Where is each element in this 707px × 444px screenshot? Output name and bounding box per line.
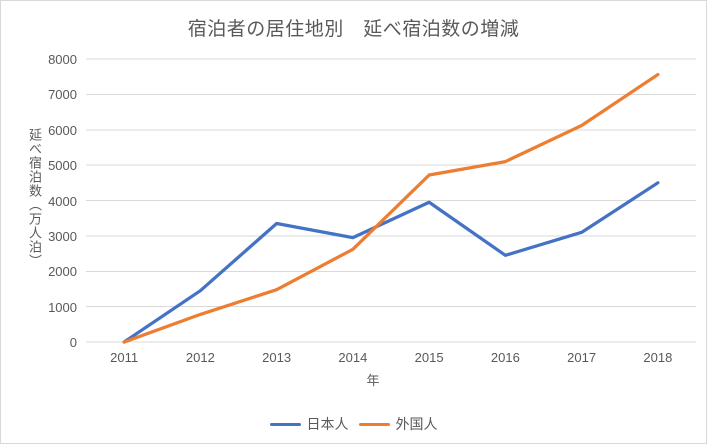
x-axis-title: 年 <box>366 373 380 388</box>
legend-label-japanese: 日本人 <box>306 416 349 432</box>
x-tick-label: 2013 <box>262 350 292 365</box>
legend-label-foreigner: 外国人 <box>395 416 438 432</box>
legend-line-swatch-japanese <box>269 422 301 426</box>
y-tick-label: 6000 <box>48 122 77 138</box>
y-axis-title: 延べ宿泊数（万人泊） <box>27 128 42 268</box>
x-tick-label: 2018 <box>643 350 673 365</box>
y-tick-label: 0 <box>69 335 77 350</box>
y-tick-label: 8000 <box>48 52 77 67</box>
series-line-0 <box>122 181 660 344</box>
y-tick-label: 1000 <box>48 299 77 315</box>
legend-line-swatch-foreigner <box>358 422 390 426</box>
x-tick-label: 2017 <box>567 350 597 365</box>
legend-item-japanese: 日本人 <box>269 414 349 434</box>
x-tick-label: 2012 <box>185 350 215 365</box>
y-tick-label: 5000 <box>48 158 77 174</box>
x-tick-label: 2016 <box>490 350 520 365</box>
legend: 日本人 外国人 <box>1 414 706 434</box>
series-line-1 <box>122 72 660 344</box>
x-tick-label: 2014 <box>338 350 368 365</box>
y-tick-label: 2000 <box>48 264 77 280</box>
y-tick-label: 4000 <box>48 193 77 209</box>
y-tick-label: 3000 <box>48 228 77 244</box>
y-tick-label: 7000 <box>48 87 77 103</box>
chart-title: 宿泊者の居住地別 延べ宿泊数の増減 <box>187 19 520 40</box>
x-tick-label: 2015 <box>414 350 444 365</box>
x-tick-label: 2011 <box>110 350 139 365</box>
legend-item-foreigner: 外国人 <box>358 414 438 434</box>
